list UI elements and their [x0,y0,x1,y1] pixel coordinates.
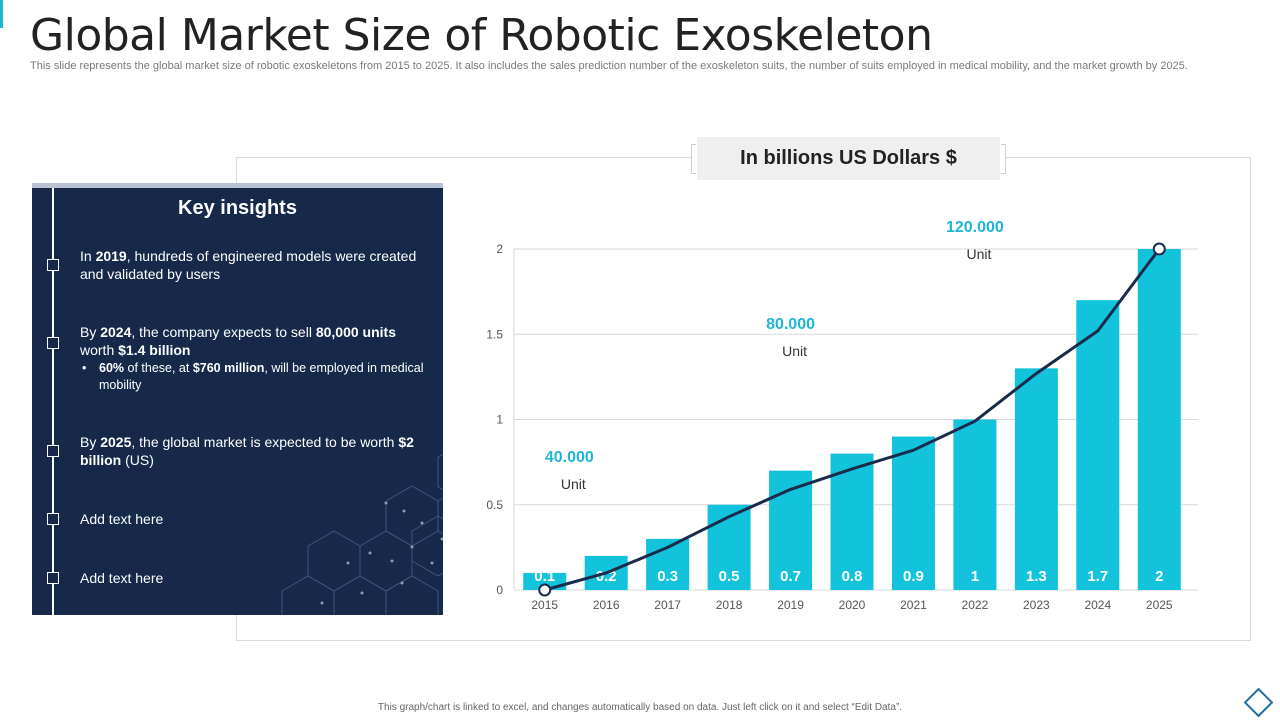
sub-text-post: , will be employed in medical mobility [99,361,424,392]
timeline-marker-3 [47,445,59,457]
annotation-value: 120.000 [946,219,1004,236]
x-tick-label: 2018 [716,598,743,612]
unit-label-box: In billions US Dollars $ [691,137,1006,180]
annotation-unit: Unit [966,246,991,262]
trend-line [544,248,1161,592]
x-tick-label: 2016 [593,598,620,612]
page-title: Global Market Size of Robotic Exoskeleto… [30,10,933,61]
insight-item-4[interactable]: Add text here [80,511,164,527]
insight-3-amount: $2 billion [80,434,414,468]
insight-1-year: 2019 [95,248,127,264]
insight-2-text-mid: , the company expects to sell [131,324,316,340]
x-tick-label: 2023 [1023,598,1050,612]
y-tick-label: 1.5 [486,327,503,341]
bar-value-label: 1.3 [1026,568,1047,585]
insight-item-3: By 2025, the global market is expected t… [80,433,425,469]
insight-1-text-pre: In [80,248,96,264]
bar[interactable] [830,453,874,590]
bar-value-label: 2 [1155,568,1163,585]
bar-value-label: 0.7 [780,568,801,585]
annotation-unit: Unit [782,343,807,359]
insight-2-worth: $1.4 billion [118,342,191,358]
accent-bar [0,0,3,28]
insight-2-text-mid2: worth [80,342,119,358]
x-tick-label: 2015 [531,598,558,612]
bar[interactable] [1137,249,1181,590]
x-tick-label: 2021 [900,598,927,612]
bar-value-label: 0.9 [903,568,924,585]
insight-3-text-mid: , the global market is expected to be wo… [131,434,399,450]
insight-3-text-post: (US) [121,452,154,468]
insight-2-text-pre: By [80,324,101,340]
bullet-dot: • [82,361,87,375]
footer-note: This graph/chart is linked to excel, and… [377,702,903,713]
insight-item-1: In 2019, hundreds of engineered models w… [80,247,425,283]
x-tick-label: 2025 [1146,598,1173,612]
timeline-marker-2 [47,337,59,349]
timeline-marker-5 [47,572,59,584]
bar-value-label: 1 [971,568,979,585]
annotation-value: 80.000 [766,316,815,333]
x-tick-label: 2022 [962,598,989,612]
insight-item-2: By 2024, the company expects to sell 80,… [80,323,425,394]
bar-value-label: 0.5 [719,568,740,585]
hexagon-pattern-icon [281,453,443,615]
insight-1-text-post: , hundreds of engineered models were cre… [80,248,417,282]
insight-2-units: 80,000 units [315,324,396,340]
timeline-marker-4 [47,513,59,525]
bar[interactable] [1076,300,1120,590]
sub-amount: $760 million [192,361,265,375]
insight-2-sub-bullet: • 60% of these, at $760 million, will be … [80,360,425,394]
y-tick-label: 1 [496,413,503,427]
timeline-marker-1 [47,259,59,271]
y-tick-label: 0 [496,583,503,597]
annotation-unit: Unit [561,476,586,492]
bracket-right [1001,144,1006,174]
trend-start-point [538,583,552,597]
bar[interactable] [707,504,751,590]
y-tick-label: 2 [496,242,503,256]
annotation-value: 40.000 [545,449,594,466]
insight-item-5[interactable]: Add text here [80,570,164,586]
bar-value-label: 1.7 [1087,568,1108,585]
x-tick-label: 2020 [839,598,866,612]
trend-end-point [1152,242,1166,256]
x-tick-label: 2024 [1084,598,1111,612]
sub-percent: 60% [99,361,125,375]
x-tick-label: 2019 [777,598,804,612]
key-insights-panel: Key insights In 2019, hundreds of engine… [32,183,443,615]
timeline-line [52,188,54,615]
x-tick-label: 2017 [654,598,681,612]
bar-value-label: 0.8 [842,568,863,585]
bar[interactable] [953,419,997,591]
bar-value-label: 0.3 [657,568,678,585]
bracket-left [691,144,696,174]
insight-2-year: 2024 [100,324,132,340]
insights-heading: Key insights [178,197,297,219]
sub-text-mid: of these, at [124,361,193,375]
insight-3-year: 2025 [100,434,132,450]
bar-value-label: 0.1 [534,568,555,585]
bar[interactable] [1014,368,1058,590]
y-tick-label: 0.5 [486,498,503,512]
page-subtitle: This slide represents the global market … [30,60,1188,72]
bar[interactable] [891,436,935,590]
unit-label: In billions US Dollars $ [697,137,1000,180]
insight-3-text-pre: By [80,434,101,450]
panel-top-strip [32,183,443,188]
